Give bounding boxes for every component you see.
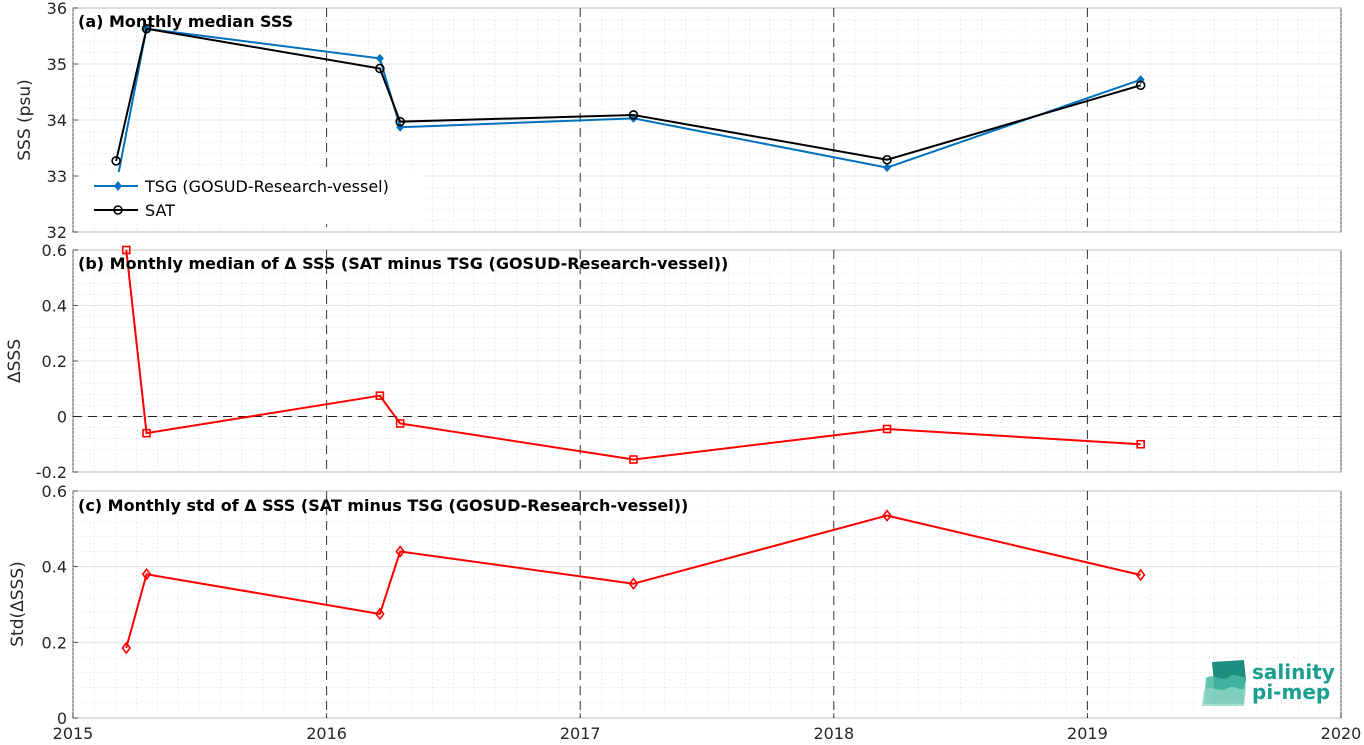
data-point — [141, 567, 152, 581]
data-point — [375, 63, 385, 74]
panel-sss-title: (a) Monthly median SSS — [78, 12, 293, 31]
panel-delta-median-title: (b) Monthly median of Δ SSS (SAT minus T… — [78, 254, 728, 273]
panel-sss-ylabel: SSS (psu) — [15, 79, 35, 160]
panel-delta-std-series — [121, 509, 1146, 655]
data-point — [629, 455, 638, 464]
series-line-0 — [125, 249, 1141, 461]
panel-delta-median-y-ticks: -0.2 0 0.2 0.4 0.6 — [36, 241, 78, 482]
legend-sat-marker — [113, 205, 123, 215]
legend-sat-label: SAT — [145, 201, 175, 220]
y-tick-label: 35 — [47, 55, 67, 74]
data-point — [375, 53, 384, 63]
x-tick-label: 2017 — [560, 724, 601, 743]
panel-delta-std: 0 0.2 0.4 0.6 2015 2016 2017 2018 2019 2020 (c) … — [8, 482, 1361, 743]
panel-delta-median-ylabel: ΔSSS — [5, 339, 25, 383]
y-tick-label: 0.2 — [42, 352, 67, 371]
legend: TSG (GOSUD-Research-vessel) SAT — [80, 172, 425, 224]
panel-delta-median-series — [121, 245, 1145, 464]
x-tick-label: 2019 — [1067, 724, 1108, 743]
logo-line2: pi-mep — [1252, 680, 1330, 704]
panel-delta-median: -0.2 0 0.2 0.4 0.6 (b) Monthly median of Δ S… — [5, 241, 1342, 482]
panel-sss-series — [111, 23, 1146, 191]
data-point — [628, 577, 639, 591]
series-line-1 — [115, 27, 1141, 162]
panel-delta-std-title: (c) Monthly std of Δ SSS (SAT minus TSG … — [78, 496, 688, 515]
data-point — [628, 110, 639, 120]
panel-delta-std-box — [72, 490, 1342, 719]
data-point — [882, 424, 892, 434]
x-tick-label: 2015 — [53, 724, 94, 743]
panel-sss-grid — [72, 7, 1342, 233]
x-tick-label: 2018 — [813, 724, 854, 743]
logo-line1: salinity — [1252, 660, 1335, 684]
data-point — [121, 245, 131, 255]
y-tick-label: 36 — [47, 0, 67, 18]
y-tick-label: 0.6 — [42, 482, 67, 501]
data-point — [395, 545, 405, 558]
y-tick-label: 0 — [57, 408, 67, 427]
panel-delta-std-grid — [72, 490, 1342, 719]
data-point — [142, 428, 151, 438]
panel-sss: 32 33 34 35 36 (a) Monthly median SSS SSS (p… — [15, 0, 1342, 242]
x-axis-ticks: 2015 2016 2017 2018 2019 2020 — [53, 713, 1362, 743]
legend-tsg-marker — [114, 181, 122, 191]
panel-sss-y-ticks: 32 33 34 35 36 — [47, 0, 78, 242]
data-point — [121, 641, 132, 655]
data-point — [141, 23, 152, 34]
y-tick-label: 32 — [47, 223, 67, 242]
data-point — [883, 163, 892, 173]
salinity-pi-mep-logo: salinity pi-mep — [1202, 660, 1335, 706]
x-tick-label: 2020 — [1321, 724, 1362, 743]
data-point — [395, 419, 405, 428]
y-tick-label: 0 — [57, 709, 67, 728]
panel-delta-std-y-ticks: 0 0.2 0.4 0.6 — [42, 482, 78, 728]
series-line-0 — [125, 514, 1141, 649]
y-tick-label: 0.6 — [42, 241, 67, 260]
x-tick-label: 2016 — [306, 724, 347, 743]
y-tick-label: 34 — [47, 111, 67, 130]
data-point — [375, 391, 385, 400]
y-tick-label: 0.4 — [42, 558, 67, 577]
y-tick-label: 0.2 — [42, 633, 67, 652]
data-point — [375, 607, 385, 621]
wave-icon — [1202, 660, 1246, 706]
data-point — [1135, 568, 1146, 582]
panel-delta-median-grid — [72, 249, 1342, 473]
data-point — [882, 154, 892, 165]
data-point — [1136, 439, 1145, 449]
y-tick-label: 0.4 — [42, 297, 67, 316]
panel-delta-std-ylabel: Std(ΔSSS) — [8, 561, 28, 647]
data-point — [882, 509, 892, 522]
legend-box — [80, 172, 425, 224]
data-point — [111, 156, 121, 166]
y-tick-label: -0.2 — [36, 463, 67, 482]
data-point — [395, 116, 405, 127]
legend-tsg-label: TSG (GOSUD-Research-vessel) — [144, 177, 389, 196]
data-point — [1135, 80, 1146, 91]
y-tick-label: 33 — [47, 167, 67, 186]
